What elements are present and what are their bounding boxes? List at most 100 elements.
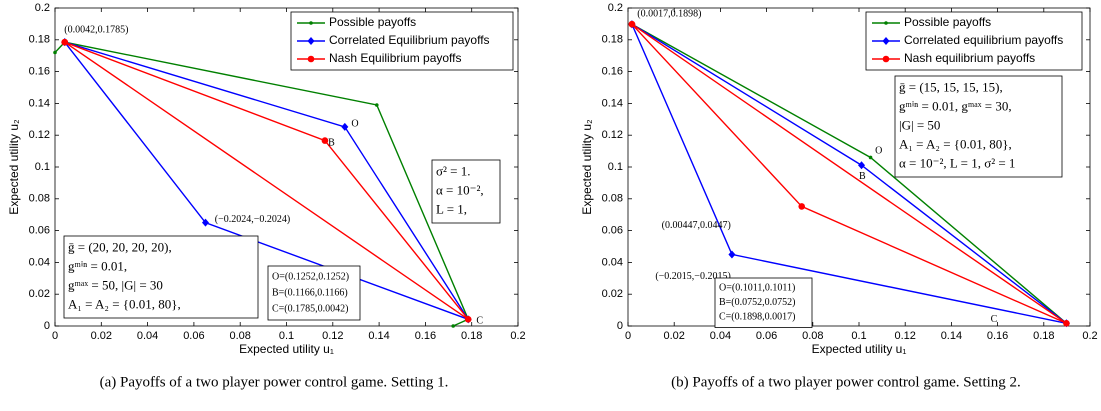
- text-box: [63, 235, 259, 319]
- y-tick-label: 0.16: [602, 66, 623, 78]
- marker: [374, 103, 379, 107]
- y-axis-label: Expected utility u₂: [7, 119, 21, 215]
- text-box: [267, 265, 361, 321]
- annotation: B: [859, 171, 866, 182]
- annotation: B: [328, 137, 335, 148]
- y-tick-label: 0.02: [602, 288, 623, 300]
- text-box-line: B=(0.1166,0.1166): [272, 287, 348, 298]
- x-tick-label: 0.14: [368, 330, 389, 342]
- series-line: [64, 41, 469, 320]
- legend: [290, 11, 514, 71]
- annotation: C: [476, 316, 483, 327]
- x-tick-label: 0.06: [183, 330, 204, 342]
- text-box: [431, 159, 501, 224]
- legend-marker: [884, 21, 888, 25]
- text-box-line: gᵐᵃˣ = 50, |G| = 30: [68, 277, 163, 292]
- legend-marker: [307, 37, 315, 45]
- y-tick-label: 0.08: [602, 193, 623, 205]
- annotation: O: [351, 118, 358, 129]
- text-box-line: ḡ = (15, 15, 15, 15),: [899, 79, 1003, 94]
- x-tick-label: 0.1: [851, 330, 866, 342]
- y-tick-label: 0.12: [29, 129, 50, 141]
- x-tick-label: 0.04: [137, 330, 158, 342]
- legend-label: Possible payoffs: [329, 15, 416, 29]
- y-tick-label: 0: [44, 320, 50, 332]
- x-tick-label: 0.02: [91, 330, 112, 342]
- text-box: [714, 277, 813, 328]
- text-box-line: C=(0.1785,0.0042): [272, 303, 348, 314]
- text-box-line: |G| = 50: [899, 117, 940, 132]
- legend-label: Possible payoffs: [904, 15, 991, 29]
- annotation: (−0.2015,−0.2015): [655, 271, 730, 282]
- legend-marker: [882, 55, 890, 63]
- text-box-line: A₁ = A₂ = {0.01, 80},: [899, 136, 1012, 151]
- x-tick-label: 0.16: [415, 330, 436, 342]
- y-tick-label: 0.18: [602, 34, 623, 46]
- x-tick-label: 0.12: [322, 330, 343, 342]
- x-tick-label: 0.18: [461, 330, 482, 342]
- x-axis-label: Expected utility u₁: [239, 342, 334, 356]
- y-tick-label: 0.02: [29, 288, 50, 300]
- text-box-line: L = 1,: [436, 201, 467, 216]
- x-tick-label: 0.16: [987, 330, 1008, 342]
- text-box-line: gᵐⁱⁿ = 0.01, gᵐᵃˣ = 30,: [899, 98, 1012, 113]
- annotation: (0.0017,0.1898): [637, 9, 701, 20]
- text-box-line: B=(0.0752,0.0752): [719, 297, 795, 308]
- marker: [201, 218, 209, 227]
- y-tick-label: 0.16: [29, 66, 50, 78]
- y-tick-label: 0.08: [29, 193, 50, 205]
- y-tick-label: 0.12: [602, 129, 623, 141]
- text-box-line: α = 10⁻², L = 1, σ² = 1: [899, 155, 1015, 170]
- y-tick-label: 0.14: [602, 97, 623, 109]
- marker: [858, 161, 866, 170]
- annotation: (0.00447,0.0447): [662, 220, 731, 231]
- text-box-line: σ² = 1.: [436, 163, 471, 178]
- y-tick-label: 0.06: [29, 225, 50, 237]
- marker: [321, 137, 329, 144]
- text-box-line: O=(0.1011,0.1011): [719, 283, 795, 294]
- y-tick-label: 0.2: [608, 2, 623, 14]
- y-tick-label: 0: [617, 320, 623, 332]
- y-tick-label: 0.18: [29, 34, 50, 46]
- y-axis-label: Expected utility u₂: [580, 119, 594, 215]
- legend: [865, 11, 1083, 71]
- marker: [451, 324, 455, 328]
- marker: [61, 38, 69, 46]
- x-tick-label: 0: [625, 330, 631, 342]
- panel: 0 0.02 0.04 0.06 0.08 0.1 0.12 0.14 0.16 0.18 0.2 0…: [580, 2, 1097, 391]
- caption: (a) Payoffs of a two player power contro…: [100, 374, 449, 390]
- x-tick-label: 0.2: [510, 330, 525, 342]
- x-tick-label: 0.04: [710, 330, 731, 342]
- x-tick-label: 0.12: [894, 330, 915, 342]
- legend-marker: [882, 37, 890, 45]
- x-tick-label: 0.08: [802, 330, 823, 342]
- annotation: O: [875, 145, 882, 156]
- marker: [798, 203, 806, 210]
- caption: (b) Payoffs of a two player power contro…: [671, 374, 1021, 390]
- marker: [341, 122, 349, 131]
- legend-label: Nash Equilibrium payoffs: [329, 51, 462, 65]
- legend-marker: [307, 55, 315, 63]
- y-tick-label: 0.2: [35, 2, 50, 14]
- y-tick-label: 0.1: [35, 161, 50, 173]
- text-box: [894, 75, 1063, 178]
- text-box-line: C=(0.1898,0.0017): [719, 312, 795, 323]
- x-tick-label: 0: [52, 330, 58, 342]
- text-box-line: A₁ = A₂ = {0.01, 80},: [68, 296, 181, 311]
- x-tick-label: 0.1: [279, 330, 294, 342]
- x-tick-label: 0.14: [941, 330, 962, 342]
- x-tick-label: 0.06: [756, 330, 777, 342]
- text-box-line: gᵐⁱⁿ = 0.01,: [68, 258, 127, 273]
- annotation: (0.0042,0.1785): [64, 25, 128, 36]
- marker: [1063, 319, 1070, 327]
- annotation: C: [991, 314, 998, 325]
- marker: [53, 50, 57, 55]
- marker: [628, 20, 636, 28]
- marker: [464, 316, 472, 323]
- annotation: (−0.2024,−0.2024): [215, 214, 290, 225]
- legend-label: Correlated Equilibrium payoffs: [329, 33, 490, 47]
- x-tick-label: 0.2: [1082, 330, 1097, 342]
- text-box-line: ḡ = (20, 20, 20, 20),: [68, 239, 172, 254]
- legend-marker: [309, 21, 313, 25]
